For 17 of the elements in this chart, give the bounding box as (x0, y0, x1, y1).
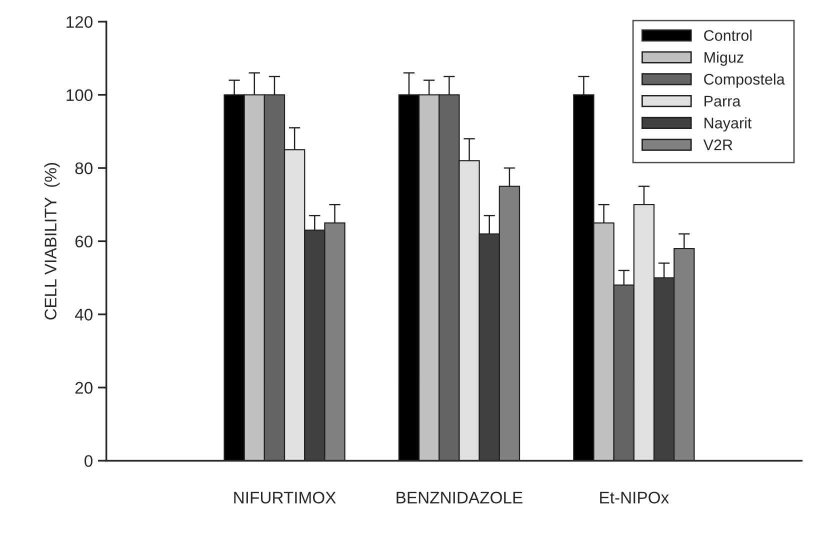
legend-label: Control (704, 30, 752, 41)
legend-label: Compostela (704, 73, 785, 88)
legend-label: Miguz (704, 52, 744, 66)
y-tick-label: 60 (75, 236, 92, 248)
x-tick-label: BENZNIDAZOLE (396, 492, 522, 504)
y-tick-label: 0 (84, 455, 92, 467)
y-tick-label: 120 (66, 16, 92, 28)
y-axis-title: CELL VIABILITY (%) (44, 163, 60, 320)
legend-label: Parra (704, 96, 741, 107)
legend-label: Nayarit (704, 117, 752, 132)
y-tick-label: 100 (66, 89, 92, 102)
x-tick-label: NIFURTIMOX (234, 492, 336, 504)
y-tick-label: 80 (75, 162, 92, 174)
legend-label: V2R (703, 140, 732, 150)
y-tick-label: 40 (74, 308, 92, 321)
y-tick-label: 20 (75, 382, 92, 394)
x-tick-label: Et-NIPOx (600, 492, 669, 504)
